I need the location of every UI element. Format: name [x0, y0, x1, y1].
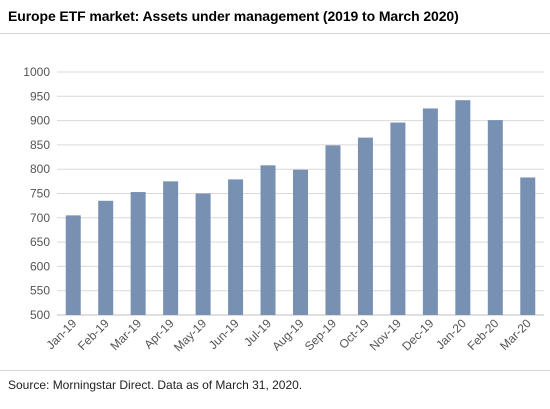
y-tick-label: 500	[30, 308, 50, 322]
y-tick-label: 600	[30, 259, 50, 273]
x-tick-label: Oct-19	[336, 316, 372, 352]
bar	[163, 181, 179, 315]
bar	[390, 122, 406, 315]
x-tick-label: Jan-20	[433, 316, 469, 352]
title-divider	[0, 33, 550, 34]
bar	[357, 137, 373, 315]
x-tick-label: Aug-19	[269, 316, 306, 353]
bar	[228, 179, 244, 315]
bar	[325, 145, 341, 315]
bar	[260, 165, 276, 315]
x-tick-label: May-19	[171, 316, 209, 354]
bar	[487, 120, 503, 315]
y-tick-label: 950	[30, 89, 50, 103]
source-note: Source: Morningstar Direct. Data as of M…	[8, 378, 303, 392]
bar	[422, 108, 438, 315]
y-tick-label: 800	[30, 162, 50, 176]
x-tick-label: Sep-19	[302, 316, 339, 353]
y-tick-label: 1000	[23, 65, 50, 79]
y-tick-label: 550	[30, 284, 50, 298]
bar-chart: 5005506006507007508008509009501000Jan-19…	[23, 65, 544, 354]
x-tick-label: Jun-19	[206, 316, 242, 352]
x-tick-label: Dec-19	[399, 316, 436, 353]
bar	[65, 215, 81, 315]
y-tick-label: 650	[30, 235, 50, 249]
bar	[520, 177, 536, 315]
x-tick-label: Mar-20	[497, 316, 534, 353]
bar	[293, 169, 308, 315]
x-tick-label: Feb-19	[75, 316, 112, 353]
source-divider	[0, 370, 550, 371]
y-tick-label: 750	[30, 187, 50, 201]
y-tick-label: 850	[30, 138, 50, 152]
chart-title: Europe ETF market: Assets under manageme…	[8, 8, 459, 24]
bar	[98, 200, 114, 315]
y-tick-label: 900	[30, 114, 50, 128]
y-tick-label: 700	[30, 211, 50, 225]
x-tick-label: Feb-20	[465, 316, 502, 353]
bar	[455, 100, 471, 315]
x-tick-label: Mar-19	[108, 316, 145, 353]
x-tick-label: Nov-19	[367, 316, 404, 353]
bar	[195, 193, 211, 315]
bar	[130, 192, 146, 315]
